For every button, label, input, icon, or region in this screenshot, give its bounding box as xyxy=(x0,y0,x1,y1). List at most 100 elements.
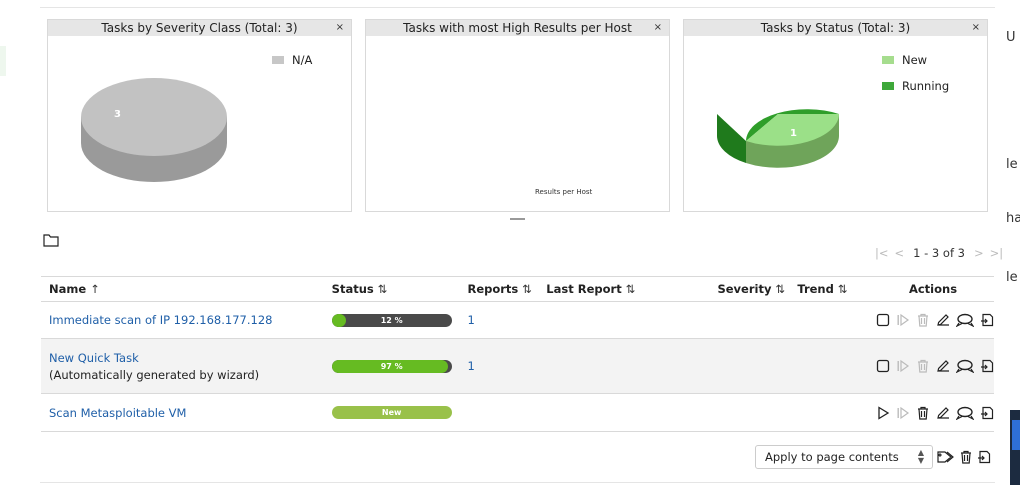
close-icon[interactable]: × xyxy=(335,22,344,33)
trash-icon[interactable] xyxy=(916,406,930,420)
tag-icon[interactable] xyxy=(937,450,955,464)
divider xyxy=(40,7,995,8)
first-page-icon[interactable]: |< xyxy=(875,246,889,260)
legend-label: N/A xyxy=(292,53,313,67)
bulk-actions: Apply to page contents ▲ ▼ xyxy=(755,445,991,469)
export-icon[interactable] xyxy=(980,406,994,420)
chart-header: Tasks with most High Results per Host × xyxy=(366,20,669,36)
task-progress-bar: 97 % xyxy=(331,359,452,373)
task-name-link[interactable]: Scan Metasploitable VM xyxy=(49,405,187,420)
resume-icon xyxy=(897,313,910,327)
resume-icon xyxy=(897,359,910,373)
background-window-accent xyxy=(1012,420,1020,450)
pie-slice-running xyxy=(746,109,839,141)
clipped-text: ha xyxy=(1006,211,1020,226)
trash-icon xyxy=(918,359,928,373)
select-value: Apply to page contents xyxy=(765,450,899,464)
close-icon[interactable]: × xyxy=(971,22,980,33)
resize-handle[interactable] xyxy=(510,218,525,220)
clipped-text: le xyxy=(1006,157,1018,172)
row-actions xyxy=(872,359,994,373)
column-header-actions: Actions xyxy=(864,276,994,302)
left-sidebar-edge xyxy=(0,0,8,485)
table-row: Scan Metasploitable VM New xyxy=(41,393,994,432)
table-row: Immediate scan of IP 192.168.177.128 12 … xyxy=(41,301,994,339)
column-header-severity[interactable]: Severity ⇅ xyxy=(709,276,790,302)
severity-pie-chart: 3 xyxy=(81,78,227,182)
severity-chart-panel: Tasks by Severity Class (Total: 3) × 3 N… xyxy=(47,19,352,212)
chart-title: Tasks with most High Results per Host xyxy=(403,21,632,35)
task-comment: (Automatically generated by wizard) xyxy=(49,367,260,382)
pie-slice-running-side xyxy=(717,114,746,163)
column-header-status[interactable]: Status ⇅ xyxy=(323,276,460,302)
clone-icon[interactable] xyxy=(956,313,974,327)
legend-item: New xyxy=(882,47,949,73)
clone-icon[interactable] xyxy=(956,406,974,420)
column-header-last-report[interactable]: Last Report ⇅ xyxy=(538,276,710,302)
pie-label-new: 1 xyxy=(790,128,797,139)
high-results-bar-chart: Results per Host xyxy=(535,188,593,196)
legend-swatch xyxy=(272,56,284,64)
legend-item: Running xyxy=(882,73,949,99)
export-icon[interactable] xyxy=(980,359,994,373)
legend-label: New xyxy=(902,53,928,67)
column-header-reports[interactable]: Reports ⇅ xyxy=(459,276,539,302)
pie-label-na: 3 xyxy=(114,109,121,120)
progress-fill xyxy=(331,359,449,373)
background-window-edge: U le ha le xyxy=(1002,0,1020,485)
clipped-text: U xyxy=(1006,30,1016,45)
last-page-icon[interactable]: >| xyxy=(989,246,1004,260)
chart-title: Tasks by Status (Total: 3) xyxy=(760,21,911,35)
close-icon[interactable]: × xyxy=(653,22,662,33)
clipped-text: le xyxy=(1006,270,1018,285)
chevron-updown-icon: ▲ ▼ xyxy=(917,448,924,465)
pie-slice-na xyxy=(81,78,227,156)
task-name-link[interactable]: Immediate scan of IP 192.168.177.128 xyxy=(49,313,273,327)
edit-icon[interactable] xyxy=(936,406,950,420)
row-actions xyxy=(872,313,994,327)
x-axis-label: Results per Host xyxy=(535,188,593,196)
status-pie-chart: 2 1 xyxy=(717,89,839,168)
folder-icon[interactable] xyxy=(43,233,59,250)
previous-page-icon[interactable]: < xyxy=(894,246,905,260)
pagination: |< < 1 - 3 of 3 > >| xyxy=(872,246,1006,260)
edit-icon[interactable] xyxy=(936,359,950,373)
chart-header: Tasks by Severity Class (Total: 3) × xyxy=(48,20,351,36)
clone-icon[interactable] xyxy=(956,359,974,373)
chart-title: Tasks by Severity Class (Total: 3) xyxy=(101,21,298,35)
legend-item: N/A xyxy=(272,47,312,73)
task-status-bar: New xyxy=(331,406,452,419)
progress-fill xyxy=(331,313,347,327)
export-icon[interactable] xyxy=(980,313,994,327)
trash-icon[interactable] xyxy=(959,450,973,464)
legend-swatch xyxy=(882,82,894,90)
column-header-trend[interactable]: Trend ⇅ xyxy=(789,276,864,302)
tasks-table: Name ↑ Status ⇅ Reports ⇅ Last Report ⇅ Seve… xyxy=(41,276,994,432)
export-icon[interactable] xyxy=(977,450,991,464)
chart-legend: N/A xyxy=(272,47,312,73)
progress-text: 12 % xyxy=(380,315,403,325)
table-header-row: Name ↑ Status ⇅ Reports ⇅ Last Report ⇅ Seve… xyxy=(41,276,994,302)
legend-swatch xyxy=(882,56,894,64)
apply-to-select[interactable]: Apply to page contents ▲ ▼ xyxy=(755,445,933,469)
edit-icon[interactable] xyxy=(936,313,950,327)
table-row: New Quick Task (Automatically generated … xyxy=(41,338,994,394)
pagination-label: 1 - 3 of 3 xyxy=(913,246,965,260)
progress-text: 97 % xyxy=(380,361,403,371)
trash-icon xyxy=(918,313,928,327)
progress-text: New xyxy=(381,408,402,417)
pie-slice-new xyxy=(746,114,839,146)
next-page-icon[interactable]: > xyxy=(973,246,984,260)
row-actions xyxy=(872,405,994,420)
high-results-chart-panel: Tasks with most High Results per Host × … xyxy=(365,19,670,212)
divider xyxy=(40,482,995,483)
start-icon[interactable] xyxy=(876,405,890,420)
stop-icon[interactable] xyxy=(876,359,890,373)
column-header-name[interactable]: Name ↑ xyxy=(41,276,324,302)
reports-count-link[interactable]: 1 xyxy=(467,359,475,373)
task-name-link[interactable]: New Quick Task xyxy=(49,350,139,365)
reports-count-link[interactable]: 1 xyxy=(467,313,475,327)
stop-icon[interactable] xyxy=(876,313,890,327)
bulk-action-icons xyxy=(937,450,991,464)
